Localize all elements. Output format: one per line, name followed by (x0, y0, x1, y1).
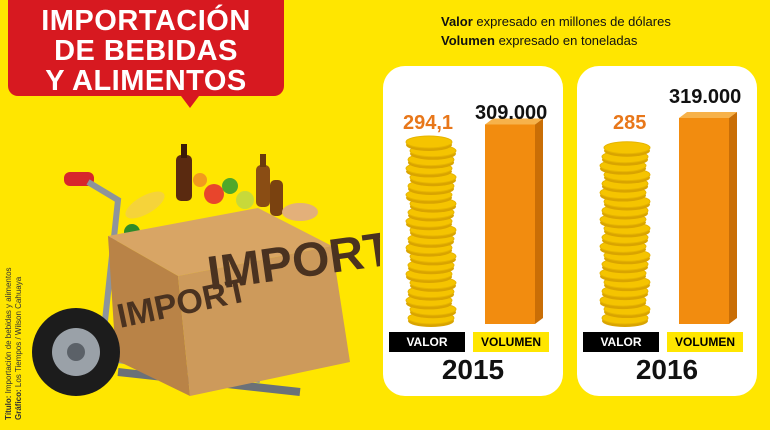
category-tag-volumen-2015: VOLUMEN (473, 332, 549, 352)
food-and-drinks-icon (124, 144, 318, 240)
title-banner: IMPORTACIÓN DE BEBIDAS Y ALIMENTOS (8, 0, 284, 96)
category-tag-valor-2016: VALOR (583, 332, 659, 352)
credits-grafico-key: Gráfico: (14, 389, 23, 420)
volumen-bar-top-2015 (485, 118, 543, 125)
title-line-3: Y ALIMENTOS (45, 65, 247, 97)
volumen-bar-2016 (679, 118, 729, 324)
hand-truck-illustration: IMPORT IMPORT (32, 144, 380, 396)
credits-grafico-text: Los Tiempos / Wilson Cahuaya (14, 276, 23, 388)
credits-titulo-text: Importación de bebidas y alimentos (4, 267, 13, 394)
category-tag-valor-2015: VALOR (389, 332, 465, 352)
box-top-icon (108, 208, 332, 276)
chart-plot-2016 (599, 112, 737, 327)
legend-valor-key: Valor (441, 14, 473, 29)
valor-coin-stack-2016 (599, 141, 651, 327)
chart-panel-2015: 294,1 309.000 VALOR VOLUMEN 2015 (383, 66, 563, 396)
legend-valor-text: expresado en millones de dólares (476, 14, 671, 29)
year-label-2016: 2016 (635, 354, 699, 385)
handle-grip-icon (64, 172, 94, 186)
legend-volumen-text: expresado en toneladas (498, 33, 638, 48)
title-line-1: IMPORTACIÓN (41, 5, 251, 37)
box-right-face-icon (178, 246, 350, 396)
legend-volumen-key: Volumen (441, 33, 495, 48)
year-label-2015: 2015 (441, 354, 505, 385)
legend-volumen: Volumen expresado en toneladas (441, 33, 637, 48)
valor-value-label-2016: 285 (613, 112, 647, 134)
valor-coin-stack-2015 (405, 135, 457, 327)
legend-valor: Valor expresado en millones de dólares (441, 14, 671, 29)
volumen-bar-side-2015 (535, 118, 543, 325)
box-left-face-icon (108, 236, 190, 396)
chart-plot-2015 (405, 118, 543, 327)
credits: Título: Importación de bebidas y aliment… (4, 267, 24, 420)
title-banner-tail (178, 92, 202, 108)
valor-value-label-2015: 294,1 (403, 112, 454, 134)
volumen-value-label-2016: 319.000 (669, 86, 742, 108)
chart-panel-2016: 285 319.000 VALOR VOLUMEN 2016 (577, 66, 757, 396)
title-line-2: DE BEBIDAS (54, 35, 238, 67)
volumen-bar-top-2016 (679, 112, 737, 118)
volumen-bar-2015 (485, 124, 535, 325)
category-tag-volumen-2016: VOLUMEN (667, 332, 743, 352)
volumen-value-label-2015: 309.000 (475, 102, 548, 124)
credits-titulo-key: Título: (4, 395, 13, 420)
volumen-bar-side-2016 (729, 112, 737, 324)
